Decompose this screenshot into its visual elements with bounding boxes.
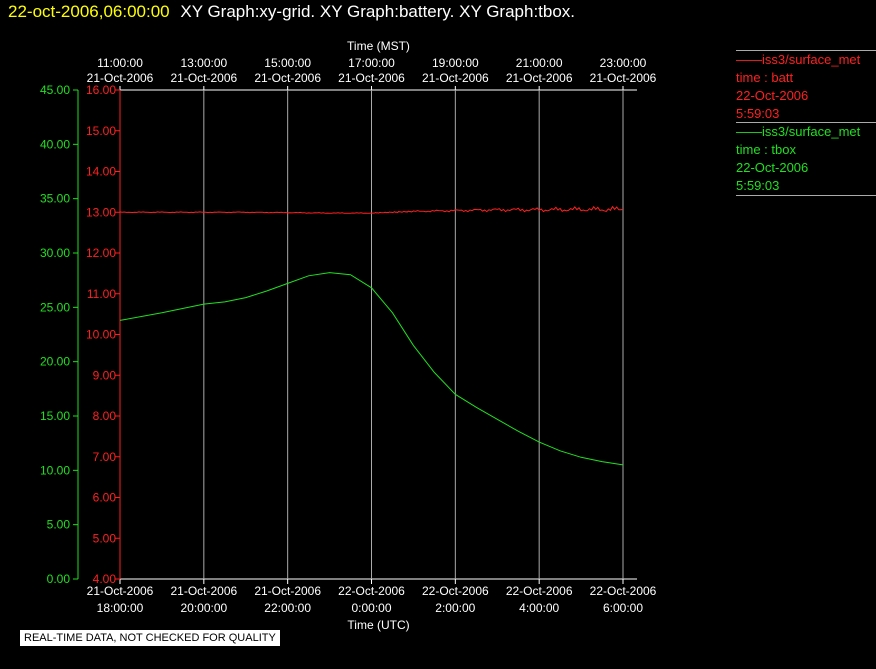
y-tick-label-right: 9.00 (93, 368, 117, 382)
x-tick-label-bottom-time: 22:00:00 (264, 601, 311, 615)
chart-header: 22-oct-2006,06:00:00 XY Graph:xy-grid. X… (8, 2, 575, 22)
x-tick-label-bottom-time: 18:00:00 (97, 601, 144, 615)
x-tick-label-bottom-date: 21-Oct-2006 (254, 584, 321, 598)
y-tick-label-right: 8.00 (93, 409, 117, 423)
y-tick-label-left: 15.00 (40, 409, 70, 423)
x-tick-label-bottom-time: 20:00:00 (180, 601, 227, 615)
tbox-series-line (119, 272, 624, 466)
x-tick-label-top-time: 21:00:00 (516, 56, 563, 70)
x-tick-label-bottom-date: 21-Oct-2006 (170, 584, 237, 598)
y-tick-label-right: 14.00 (86, 165, 116, 179)
y-tick-label-right: 16.00 (86, 83, 116, 97)
legend-date: 22-Oct-2006 (736, 88, 809, 103)
y-tick-label-left: 35.00 (40, 192, 70, 206)
x-tick-label-top-date: 21-Oct-2006 (254, 71, 321, 85)
y-tick-label-left: 5.00 (47, 518, 71, 532)
y-tick-label-right: 7.00 (93, 450, 117, 464)
quality-note: REAL-TIME DATA, NOT CHECKED FOR QUALITY (20, 630, 280, 646)
x-tick-label-bottom-time: 4:00:00 (519, 601, 559, 615)
x-axis-title-bottom: Time (UTC) (347, 618, 409, 632)
y-tick-label-left: 0.00 (47, 572, 71, 586)
timestamp: 22-oct-2006,06:00:00 (8, 2, 170, 21)
legend-series-name: ——iss3/surface_met (736, 52, 861, 67)
y-tick-label-right: 10.00 (86, 328, 116, 342)
legend-time: 5:59:03 (736, 178, 780, 193)
x-tick-label-top-time: 17:00:00 (348, 56, 395, 70)
x-tick-label-bottom-time: 0:00:00 (351, 601, 391, 615)
y-tick-label-left: 25.00 (40, 300, 70, 314)
y-tick-label-left: 40.00 (40, 137, 70, 151)
x-tick-label-bottom-date: 22-Oct-2006 (338, 584, 405, 598)
x-tick-label-bottom-time: 2:00:00 (435, 601, 475, 615)
x-tick-label-top-date: 21-Oct-2006 (506, 71, 573, 85)
y-tick-label-left: 45.00 (40, 83, 70, 97)
x-tick-label-top-date: 21-Oct-2006 (170, 71, 237, 85)
graph-list: XY Graph:xy-grid. XY Graph:battery. XY G… (180, 2, 576, 21)
x-tick-label-top-time: 19:00:00 (432, 56, 479, 70)
y-tick-label-right: 15.00 (86, 124, 116, 138)
x-tick-label-bottom-date: 22-Oct-2006 (590, 584, 657, 598)
batt-series-line (119, 205, 624, 214)
legend-time: 5:59:03 (736, 106, 780, 121)
x-tick-label-top-time: 23:00:00 (600, 56, 647, 70)
x-tick-label-bottom-date: 22-Oct-2006 (506, 584, 573, 598)
y-tick-label-left: 10.00 (40, 463, 70, 477)
x-tick-label-top-date: 21-Oct-2006 (338, 71, 405, 85)
legend-variable: time : batt (736, 70, 794, 85)
y-tick-label-right: 6.00 (93, 491, 117, 505)
y-tick-label-right: 12.00 (86, 246, 116, 260)
x-tick-label-top-time: 11:00:00 (97, 56, 143, 70)
y-tick-label-left: 30.00 (40, 246, 70, 260)
legend-variable: time : tbox (736, 142, 796, 157)
legend-series-name: ——iss3/surface_met (736, 124, 861, 139)
y-tick-label-left: 20.00 (40, 355, 70, 369)
x-tick-label-top-date: 21-Oct-2006 (422, 71, 489, 85)
x-tick-label-bottom-time: 6:00:00 (603, 601, 643, 615)
x-tick-label-top-time: 13:00:00 (180, 56, 227, 70)
y-tick-label-right: 11.00 (87, 287, 116, 301)
x-tick-label-top-time: 15:00:00 (264, 56, 311, 70)
x-axis-title-top: Time (MST) (347, 39, 410, 53)
y-tick-label-right: 13.00 (86, 205, 116, 219)
y-tick-label-right: 5.00 (93, 531, 117, 545)
x-tick-label-bottom-date: 21-Oct-2006 (87, 584, 154, 598)
x-tick-label-bottom-date: 22-Oct-2006 (422, 584, 489, 598)
x-tick-label-top-date: 21-Oct-2006 (87, 71, 154, 85)
legend-date: 22-Oct-2006 (736, 160, 809, 175)
x-tick-label-top-date: 21-Oct-2006 (590, 71, 657, 85)
y-tick-label-right: 4.00 (93, 572, 117, 586)
